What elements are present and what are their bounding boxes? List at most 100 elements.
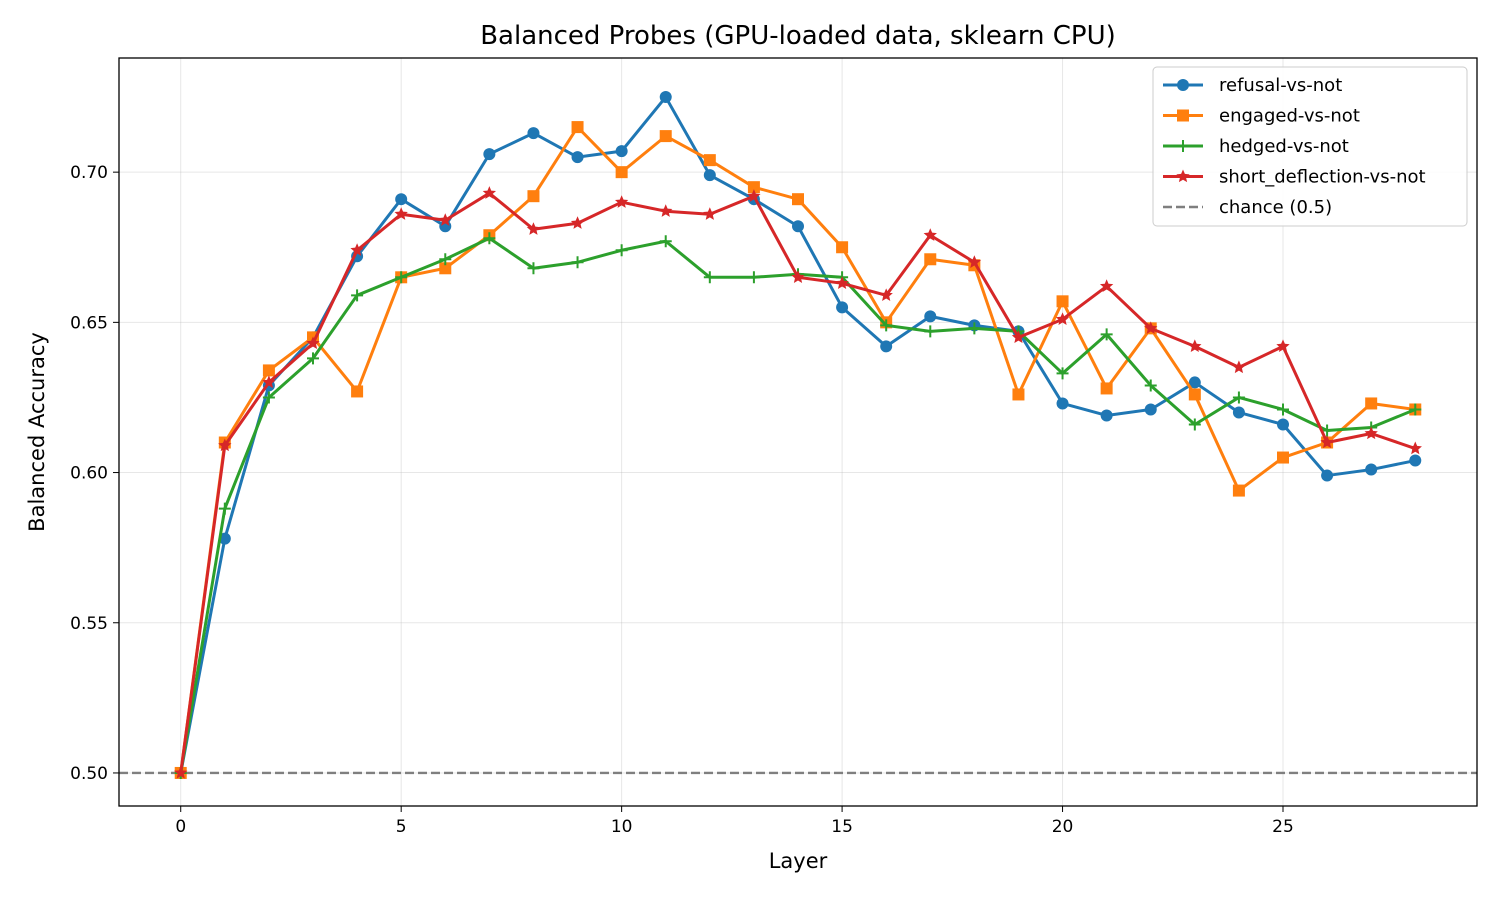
legend-label: engaged-vs-not — [1219, 106, 1360, 127]
data-point-hedged-vs-not — [1409, 403, 1422, 416]
data-point-hedged-vs-not — [395, 271, 408, 284]
legend-label: refusal-vs-not — [1219, 75, 1342, 96]
data-point-refusal-vs-not — [836, 301, 849, 314]
data-point-short-deflection-vs-not — [1232, 360, 1246, 374]
data-point-engaged-vs-not — [527, 190, 540, 203]
data-point-refusal-vs-not — [1100, 409, 1113, 422]
data-point-short-deflection-vs-not — [1188, 339, 1202, 353]
data-point-refusal-vs-not — [659, 91, 672, 104]
data-point-hedged-vs-not — [351, 289, 364, 302]
y-tick-label: 0.55 — [70, 614, 108, 634]
data-point-short-deflection-vs-not — [438, 213, 452, 226]
data-point-hedged-vs-not — [218, 502, 231, 515]
data-point-short-deflection-vs-not — [570, 216, 585, 229]
data-point-hedged-vs-not — [615, 244, 628, 257]
x-tick-label: 10 — [611, 817, 633, 837]
y-tick-label: 0.50 — [70, 764, 108, 784]
data-point-engaged-vs-not — [836, 241, 849, 254]
data-point-engaged-vs-not — [1232, 484, 1245, 497]
data-point-hedged-vs-not — [307, 352, 319, 365]
data-point-hedged-vs-not — [439, 253, 452, 266]
legend-label: short_deflection-vs-not — [1219, 167, 1426, 188]
data-point-engaged-vs-not — [1188, 388, 1201, 401]
y-tick-label: 0.70 — [70, 163, 108, 183]
y-axis-label: Balanced Accuracy — [25, 332, 49, 532]
data-point-hedged-vs-not — [880, 319, 893, 332]
data-point-refusal-vs-not — [1056, 397, 1069, 410]
data-point-refusal-vs-not — [1232, 406, 1245, 419]
y-axis-ticks: 0.50 0.55 0.60 0.65 0.70 — [70, 163, 119, 784]
chart-title: Balanced Probes (GPU-loaded data, sklear… — [480, 21, 1116, 51]
data-point-engaged-vs-not — [262, 364, 275, 377]
data-point-refusal-vs-not — [527, 127, 540, 140]
data-point-short-deflection-vs-not — [791, 270, 805, 283]
data-point-engaged-vs-not — [1056, 295, 1069, 308]
data-point-short-deflection-vs-not — [835, 276, 849, 289]
data-point-short-deflection-vs-not — [1055, 312, 1070, 326]
data-point-short-deflection-vs-not — [262, 375, 276, 389]
legend-item: hedged-vs-not — [1163, 136, 1349, 157]
data-point-engaged-vs-not — [351, 385, 364, 398]
data-point-short-deflection-vs-not — [967, 255, 982, 268]
legend-label: hedged-vs-not — [1219, 136, 1349, 157]
data-point-engaged-vs-not — [615, 166, 628, 179]
data-point-refusal-vs-not — [1144, 403, 1157, 416]
data-point-engaged-vs-not — [571, 121, 584, 134]
x-tick-label: 15 — [831, 817, 853, 837]
data-point-engaged-vs-not — [792, 193, 804, 206]
data-point-short-deflection-vs-not — [1320, 435, 1334, 449]
data-point-refusal-vs-not — [1321, 469, 1334, 482]
data-point-refusal-vs-not — [1409, 454, 1422, 467]
data-point-short-deflection-vs-not — [659, 204, 673, 217]
data-point-hedged-vs-not — [968, 322, 981, 335]
data-point-short-deflection-vs-not — [1276, 339, 1290, 353]
data-point-hedged-vs-not — [659, 235, 672, 248]
data-point-short-deflection-vs-not — [1099, 279, 1114, 292]
data-series — [174, 91, 1422, 779]
data-point-hedged-vs-not — [1144, 379, 1157, 392]
legend: refusal-vs-not engaged-vs-not hedged-vs-no… — [1152, 66, 1468, 227]
data-point-hedged-vs-not — [527, 262, 540, 275]
data-point-hedged-vs-not — [1188, 418, 1201, 431]
y-tick-label: 0.65 — [70, 313, 108, 333]
legend-item: chance (0.5) — [1163, 197, 1332, 218]
data-point-engaged-vs-not — [1365, 397, 1378, 410]
data-point-hedged-vs-not — [1277, 403, 1289, 416]
series-short-deflection-vs-not — [174, 186, 1422, 779]
data-point-refusal-vs-not — [483, 148, 496, 161]
data-point-short-deflection-vs-not — [306, 336, 320, 350]
data-point-short-deflection-vs-not — [1364, 426, 1378, 440]
x-tick-label: 25 — [1272, 817, 1294, 837]
data-point-engaged-vs-not — [1277, 451, 1289, 464]
legend-label: chance (0.5) — [1219, 197, 1332, 218]
data-point-engaged-vs-not — [439, 262, 452, 275]
data-point-short-deflection-vs-not — [614, 195, 629, 208]
data-point-refusal-vs-not — [924, 310, 937, 323]
data-point-short-deflection-vs-not — [526, 222, 541, 235]
data-point-hedged-vs-not — [262, 391, 275, 404]
data-point-hedged-vs-not — [571, 256, 584, 269]
data-point-short-deflection-vs-not — [394, 207, 408, 220]
data-point-short-deflection-vs-not — [1011, 330, 1026, 344]
data-point-refusal-vs-not — [1365, 463, 1378, 476]
legend-marker — [1177, 109, 1189, 122]
data-point-refusal-vs-not — [880, 340, 893, 353]
data-point-refusal-vs-not — [615, 145, 628, 158]
data-point-short-deflection-vs-not — [923, 228, 937, 241]
data-point-short-deflection-vs-not — [218, 438, 232, 452]
legend-marker — [1177, 79, 1189, 91]
data-point-hedged-vs-not — [924, 325, 937, 338]
legend-item: refusal-vs-not — [1163, 75, 1342, 96]
data-point-hedged-vs-not — [1232, 391, 1245, 404]
data-point-engaged-vs-not — [747, 181, 760, 194]
data-point-engaged-vs-not — [924, 253, 937, 266]
data-point-hedged-vs-not — [747, 271, 760, 284]
data-point-short-deflection-vs-not — [482, 186, 497, 199]
x-axis-label: Layer — [769, 849, 828, 873]
data-point-hedged-vs-not — [483, 232, 496, 245]
legend-marker — [1176, 169, 1190, 183]
data-point-hedged-vs-not — [1056, 367, 1069, 380]
x-tick-label: 20 — [1052, 817, 1074, 837]
legend-box — [1152, 66, 1468, 227]
